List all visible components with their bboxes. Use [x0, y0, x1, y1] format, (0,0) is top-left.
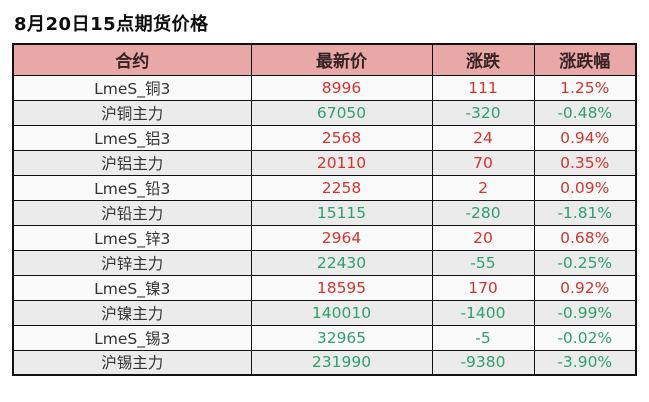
change-pct-cell: 0.09% — [533, 174, 637, 201]
contract-cell: LmeS_锌3 — [12, 224, 252, 251]
change-pct-cell: -0.48% — [533, 99, 637, 126]
change-cell: 2 — [431, 174, 535, 201]
futures-price-table: 合约 最新价 涨跌 涨跌幅 LmeS_铜3 8996 111 1.25% 沪铜主… — [12, 43, 637, 376]
table-row: LmeS_铝3 2568 24 0.94% — [12, 124, 637, 151]
table-row: 沪铜主力 67050 -320 -0.48% — [12, 99, 637, 126]
change-pct-cell: 0.92% — [533, 274, 637, 301]
contract-cell: 沪铅主力 — [12, 199, 252, 226]
change-cell: 70 — [431, 149, 535, 176]
change-cell: 24 — [431, 124, 535, 151]
table-row: LmeS_锡3 32965 -5 -0.02% — [12, 324, 637, 351]
latest-price-cell: 231990 — [250, 349, 433, 376]
change-pct-cell: -0.25% — [533, 249, 637, 276]
change-pct-cell: -3.90% — [533, 349, 637, 376]
change-cell: 20 — [431, 224, 535, 251]
column-header-change-pct: 涨跌幅 — [533, 43, 637, 76]
change-pct-cell: 0.35% — [533, 149, 637, 176]
change-pct-cell: 1.25% — [533, 74, 637, 101]
change-pct-cell: -0.99% — [533, 299, 637, 326]
header-row: 合约 最新价 涨跌 涨跌幅 — [12, 43, 637, 76]
change-pct-cell: -1.81% — [533, 199, 637, 226]
table-row: LmeS_铜3 8996 111 1.25% — [12, 74, 637, 101]
latest-price-cell: 67050 — [250, 99, 433, 126]
latest-price-cell: 18595 — [250, 274, 433, 301]
column-header-latest: 最新价 — [250, 43, 433, 76]
change-cell: -9380 — [431, 349, 535, 376]
column-header-contract: 合约 — [12, 43, 252, 76]
table-row: 沪镍主力 140010 -1400 -0.99% — [12, 299, 637, 326]
latest-price-cell: 8996 — [250, 74, 433, 101]
contract-cell: LmeS_铅3 — [12, 174, 252, 201]
column-header-change: 涨跌 — [431, 43, 535, 76]
change-pct-cell: -0.02% — [533, 324, 637, 351]
table-header: 合约 最新价 涨跌 涨跌幅 — [12, 43, 637, 76]
change-cell: -1400 — [431, 299, 535, 326]
change-cell: -280 — [431, 199, 535, 226]
change-cell: -5 — [431, 324, 535, 351]
contract-cell: 沪锡主力 — [12, 349, 252, 376]
contract-cell: LmeS_镍3 — [12, 274, 252, 301]
latest-price-cell: 22430 — [250, 249, 433, 276]
change-cell: 170 — [431, 274, 535, 301]
change-pct-cell: 0.68% — [533, 224, 637, 251]
page: 8月20日15点期货价格 合约 最新价 涨跌 涨跌幅 LmeS_铜3 8996 … — [12, 14, 637, 376]
latest-price-cell: 2568 — [250, 124, 433, 151]
latest-price-cell: 140010 — [250, 299, 433, 326]
change-cell: -55 — [431, 249, 535, 276]
contract-cell: 沪铝主力 — [12, 149, 252, 176]
change-cell: -320 — [431, 99, 535, 126]
table-row: 沪铅主力 15115 -280 -1.81% — [12, 199, 637, 226]
table-row: 沪铝主力 20110 70 0.35% — [12, 149, 637, 176]
change-cell: 111 — [431, 74, 535, 101]
contract-cell: LmeS_铝3 — [12, 124, 252, 151]
table-row: LmeS_铅3 2258 2 0.09% — [12, 174, 637, 201]
table-row: LmeS_镍3 18595 170 0.92% — [12, 274, 637, 301]
contract-cell: LmeS_锡3 — [12, 324, 252, 351]
table-row: LmeS_锌3 2964 20 0.68% — [12, 224, 637, 251]
contract-cell: 沪锌主力 — [12, 249, 252, 276]
contract-cell: 沪镍主力 — [12, 299, 252, 326]
latest-price-cell: 2964 — [250, 224, 433, 251]
latest-price-cell: 20110 — [250, 149, 433, 176]
table-row: 沪锡主力 231990 -9380 -3.90% — [12, 349, 637, 376]
change-pct-cell: 0.94% — [533, 124, 637, 151]
contract-cell: LmeS_铜3 — [12, 74, 252, 101]
contract-cell: 沪铜主力 — [12, 99, 252, 126]
latest-price-cell: 2258 — [250, 174, 433, 201]
latest-price-cell: 15115 — [250, 199, 433, 226]
table-row: 沪锌主力 22430 -55 -0.25% — [12, 249, 637, 276]
table-body: LmeS_铜3 8996 111 1.25% 沪铜主力 67050 -320 -… — [12, 74, 637, 376]
latest-price-cell: 32965 — [250, 324, 433, 351]
page-title: 8月20日15点期货价格 — [14, 14, 209, 35]
